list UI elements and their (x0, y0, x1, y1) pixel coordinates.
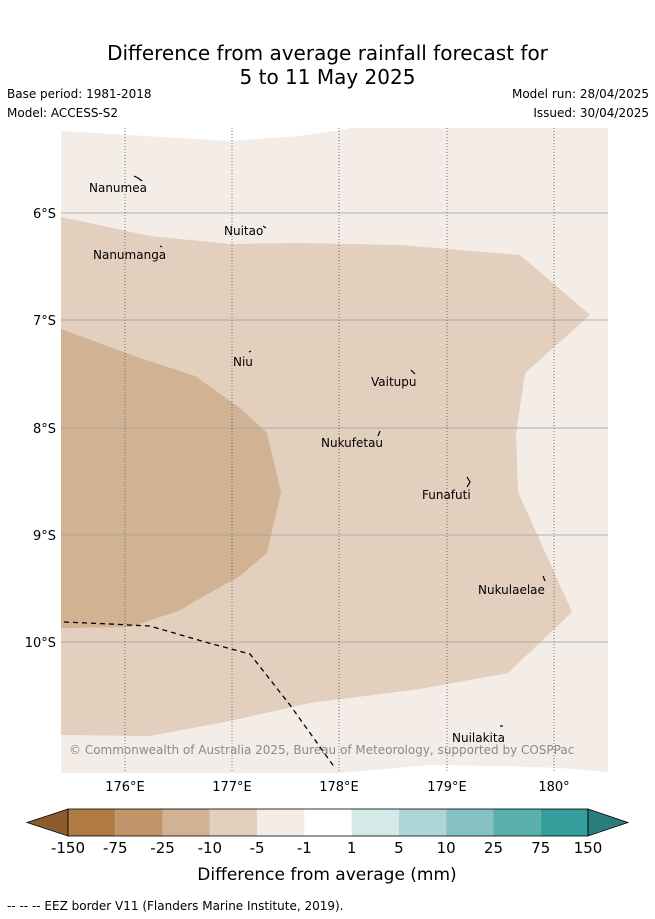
colorbar-segment (115, 809, 163, 836)
model-run-text: Model run: 28/04/2025 (511, 87, 649, 101)
colorbar (25, 808, 630, 837)
island-nukulaelae-shape (542, 575, 546, 582)
lat-label-10s: 10°S (25, 636, 56, 651)
lat-label-8s: 8°S (33, 422, 56, 437)
colorbar-tick-label: 25 (484, 839, 503, 857)
colorbar-tick-label: 75 (531, 839, 550, 857)
island-label-nuitao: Nuitao (224, 224, 263, 238)
colorbar-title: Difference from average (mm) (197, 865, 456, 885)
island-nukufetau-shape (377, 430, 381, 437)
island-funafuti-shape (466, 476, 471, 488)
colorbar-tick-label: -25 (150, 839, 175, 857)
colorbar-tick-label: -10 (198, 839, 223, 857)
colorbar-tick-label: -5 (250, 839, 265, 857)
lon-label-176e: 176°E (105, 780, 145, 795)
map-title-line-1: Difference from average rainfall forecas… (107, 41, 548, 65)
lon-label-177e: 177°E (212, 780, 252, 795)
map-title-line-2: 5 to 11 May 2025 (239, 65, 416, 89)
colorbar-segment (540, 809, 588, 836)
colorbar-segment (351, 809, 399, 836)
island-vaitupu-shape (410, 369, 416, 375)
colorbar-tick-label: -150 (51, 839, 85, 857)
island-label-nuilakita: Nuilakita (452, 731, 505, 745)
base-period-text: Base period: 1981-2018 (7, 87, 152, 101)
island-shapes (133, 175, 546, 727)
island-label-funafuti: Funafuti (422, 488, 471, 502)
lon-label-179e: 179°E (427, 780, 467, 795)
colorbar-segment (446, 809, 494, 836)
island-label-niu: Niu (233, 355, 253, 369)
island-nuitao-shape (262, 225, 267, 229)
longitude-gridlines (124, 128, 555, 773)
colorbar-arrow-low (25, 808, 69, 837)
colorbar-tick-label: 5 (394, 839, 404, 857)
colorbar-tick-label: 150 (574, 839, 603, 857)
colorbar-segment (162, 809, 210, 836)
colorbar-tick-labels: -150 -75 -25 -10 -5 -1 1 5 10 25 75 150 (51, 839, 602, 857)
island-label-nukulaelae: Nukulaelae (478, 583, 545, 597)
rain-band-medium (61, 217, 590, 736)
copyright-text: © Commonwealth of Australia 2025, Bureau… (69, 743, 574, 757)
island-niu-shape (248, 350, 252, 353)
colorbar-segment (398, 809, 447, 836)
colorbar-segment (304, 809, 352, 836)
model-text: Model: ACCESS-S2 (7, 106, 119, 120)
lat-label-7s: 7°S (33, 314, 56, 329)
colorbar-tick-label: 10 (437, 839, 456, 857)
lat-label-9s: 9°S (33, 529, 56, 544)
colorbar-border (67, 808, 589, 837)
colorbar-tick-label: -75 (103, 839, 128, 857)
latitude-gridlines (61, 212, 608, 643)
colorbar-segment (68, 809, 116, 836)
island-label-nukufetau: Nukufetau (321, 436, 383, 450)
colorbar-arrow-high (587, 808, 630, 837)
colorbar-segment (209, 809, 258, 836)
lon-label-180: 180° (538, 780, 569, 795)
lon-label-178e: 178°E (319, 780, 359, 795)
island-label-vaitupu: Vaitupu (371, 375, 417, 389)
lat-label-6s: 6°S (33, 207, 56, 222)
rain-band-dark (61, 329, 281, 628)
island-nanumanga-shape (159, 245, 163, 248)
colorbar-tick-label: -1 (297, 839, 312, 857)
eez-border-line (63, 621, 336, 769)
eez-footnote: -- -- -- EEZ border V11 (Flanders Marine… (7, 899, 344, 913)
island-nanumea-shape (133, 175, 143, 182)
issued-text: Issued: 30/04/2025 (533, 106, 649, 120)
island-label-nanumea: Nanumea (89, 181, 147, 195)
colorbar-segment (257, 809, 305, 836)
colorbar-tick-label: 1 (347, 839, 357, 857)
island-label-nanumanga: Nanumanga (93, 248, 166, 262)
colorbar-segment (493, 809, 541, 836)
